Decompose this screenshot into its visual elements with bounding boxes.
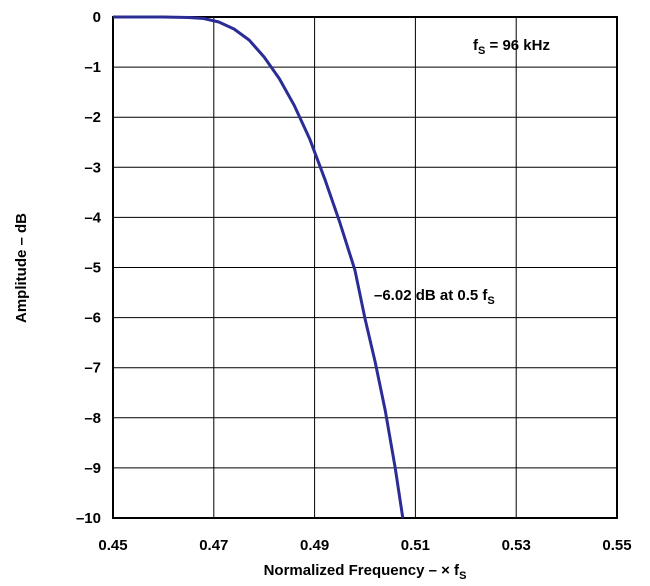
y-tick-label: –1 (84, 59, 101, 76)
x-tick-labels: 0.45 0.47 0.49 0.51 0.53 0.55 (98, 537, 631, 554)
y-tick-label: –6 (84, 310, 101, 327)
x-tick-label: 0.51 (401, 537, 430, 554)
series-line (113, 15, 405, 519)
x-tick-label: 0.55 (602, 537, 631, 554)
y-tick-label: –4 (84, 209, 101, 226)
x-tick-label: 0.53 (502, 537, 531, 554)
y-tick-label: –5 (84, 260, 101, 277)
y-tick-label: –2 (84, 109, 101, 126)
y-tick-label: –8 (84, 410, 101, 427)
x-tick-label: 0.49 (300, 537, 329, 554)
y-tick-label: –9 (84, 460, 101, 477)
y-tick-labels: 0 –1 –2 –3 –4 –5 –6 –7 –8 –9 –10 (76, 9, 102, 527)
annotation-6db-point: –6.02 dB at 0.5 fS (374, 287, 495, 307)
x-tick-label: 0.47 (199, 537, 228, 554)
x-axis-label: Normalized Frequency – × fS (264, 562, 467, 582)
y-tick-label: –3 (84, 159, 101, 176)
x-tick-label: 0.45 (98, 537, 127, 554)
y-axis-label: Amplitude – dB (13, 213, 30, 323)
annotation-sampling-rate: fS = 96 kHz (473, 37, 550, 57)
y-tick-label: –10 (76, 510, 101, 527)
y-tick-label: 0 (93, 9, 101, 26)
y-tick-label: –7 (84, 360, 101, 377)
plot-frame (112, 16, 618, 519)
